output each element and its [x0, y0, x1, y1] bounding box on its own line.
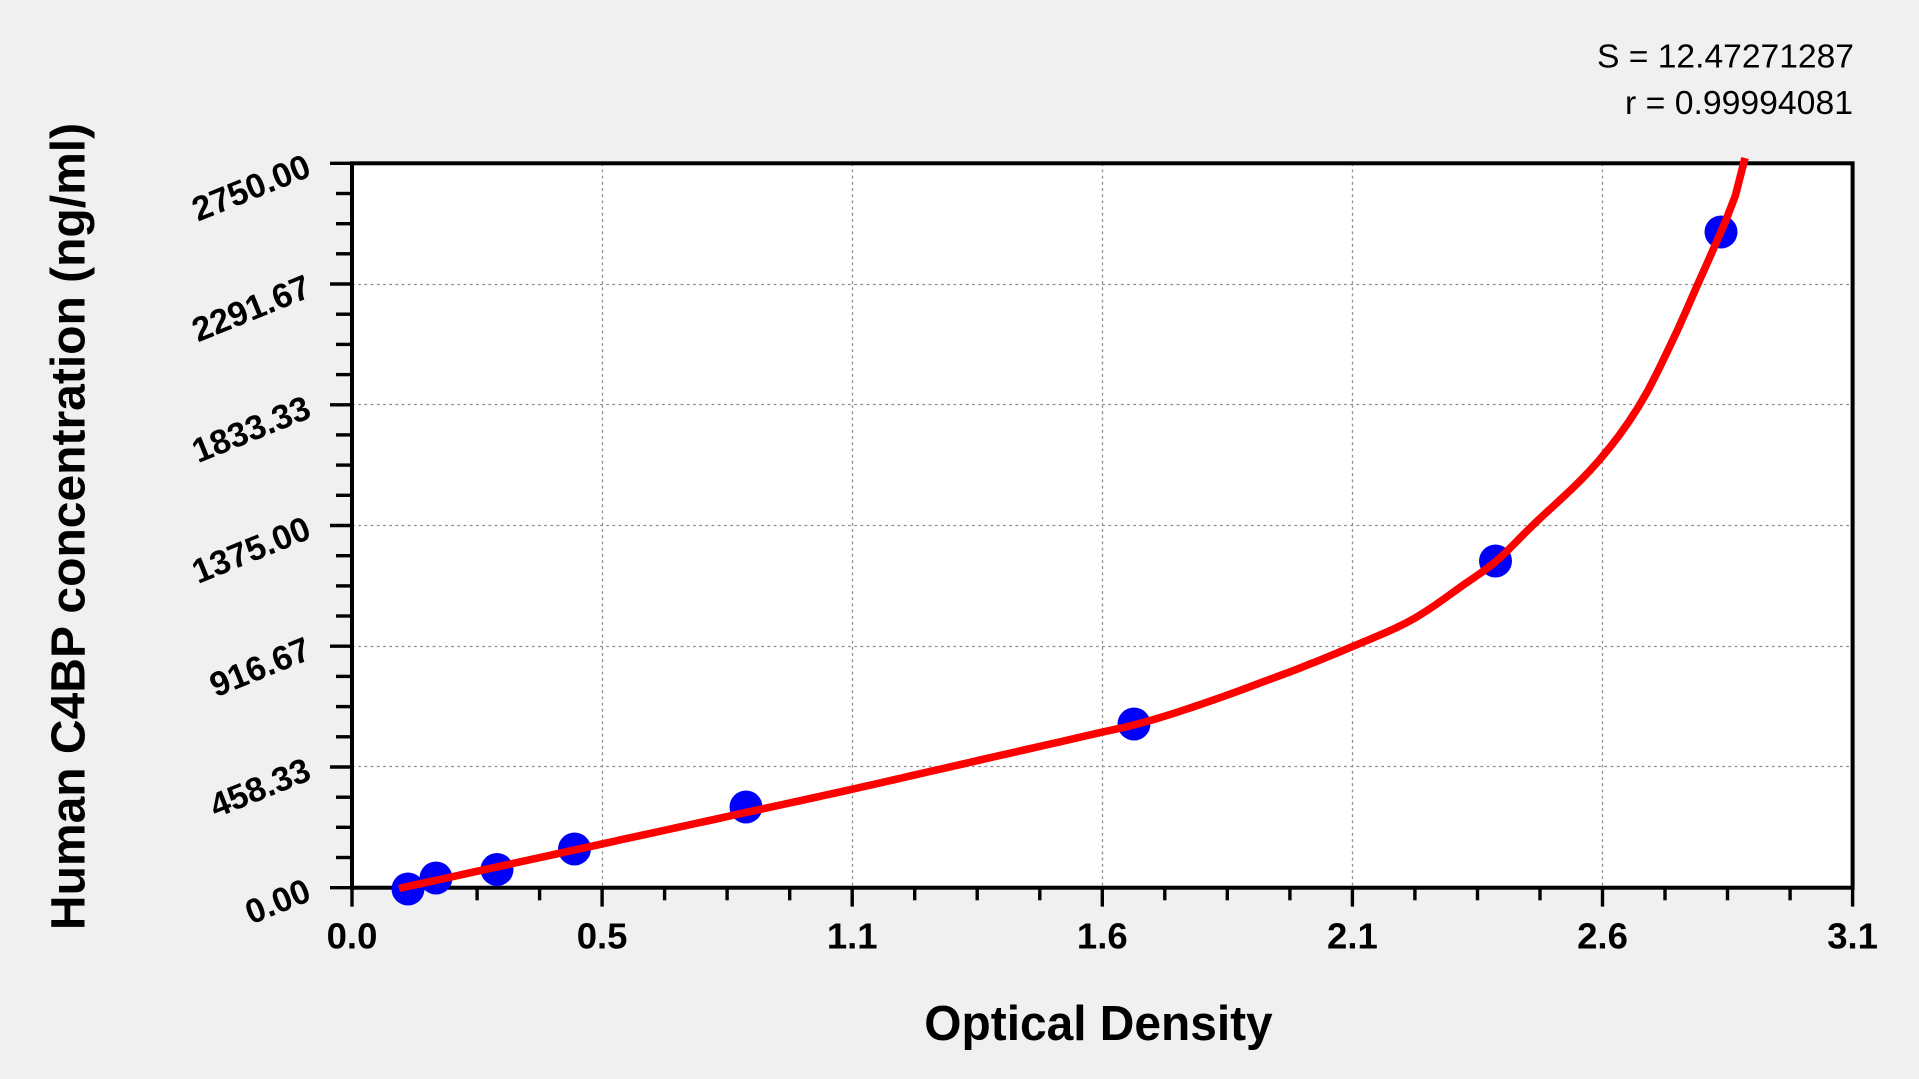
svg-text:Optical Density: Optical Density: [924, 997, 1272, 1052]
svg-text:1375.00: 1375.00: [187, 510, 316, 592]
svg-text:0.5: 0.5: [577, 916, 628, 957]
svg-text:2750.00: 2750.00: [187, 147, 316, 229]
svg-text:1.6: 1.6: [1077, 916, 1128, 957]
svg-text:2291.67: 2291.67: [187, 268, 316, 350]
svg-text:0.0: 0.0: [327, 916, 378, 957]
svg-text:2.1: 2.1: [1327, 916, 1378, 957]
svg-text:2.6: 2.6: [1577, 916, 1628, 957]
svg-text:916.67: 916.67: [204, 630, 316, 705]
svg-text:Human C4BP concentration (ng/m: Human C4BP concentration (ng/ml): [43, 123, 96, 930]
svg-text:458.33: 458.33: [204, 751, 316, 826]
svg-text:0.00: 0.00: [240, 872, 316, 932]
svg-text:1.1: 1.1: [827, 916, 878, 957]
svg-text:3.1: 3.1: [1827, 916, 1878, 957]
svg-text:S = 12.47271287: S = 12.47271287: [1597, 39, 1854, 76]
svg-text:r = 0.99994081: r = 0.99994081: [1625, 85, 1853, 122]
svg-text:1833.33: 1833.33: [187, 389, 316, 471]
